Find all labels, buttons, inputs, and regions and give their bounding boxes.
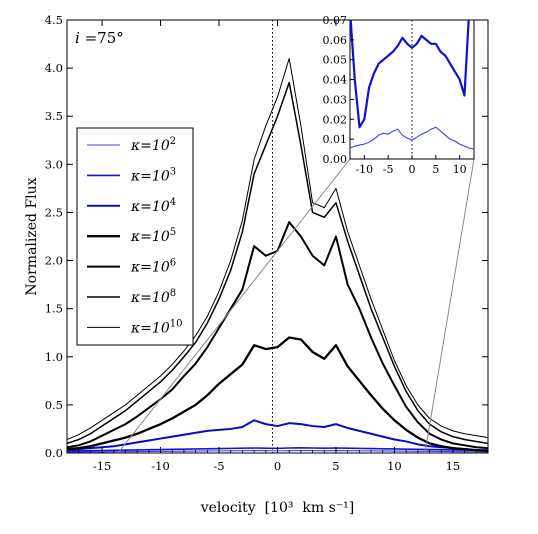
x-tick-label: -5 bbox=[213, 459, 224, 473]
y-tick-label: 1.5 bbox=[45, 302, 63, 316]
series-line-4 bbox=[67, 336, 488, 453]
y-tick-label: 2.5 bbox=[45, 205, 63, 219]
panel-label-var: i bbox=[75, 29, 80, 47]
inset-y-tick-label: 0.04 bbox=[323, 74, 348, 87]
inset-y-tick-label: 0.03 bbox=[323, 93, 348, 106]
inset-series-line-2 bbox=[350, 20, 470, 129]
panel-label-value: =75° bbox=[80, 29, 124, 47]
y-tick-label: 2.0 bbox=[45, 254, 63, 268]
x-axis-title: velocity [10³ km s⁻¹] bbox=[200, 500, 355, 516]
inset-x-tick-label: 5 bbox=[432, 163, 439, 176]
legend: κ=102 κ=103 κ=104 κ=105 κ=106 κ=108 κ=1010 bbox=[76, 127, 194, 346]
series-line-7 bbox=[67, 57, 488, 440]
legend-label: κ=106 bbox=[130, 258, 176, 276]
y-axis-title: Normalized Flux bbox=[24, 177, 40, 295]
x-tick-label: 10 bbox=[387, 459, 402, 473]
inset-connector-right bbox=[424, 158, 475, 454]
x-tick-label: 15 bbox=[446, 459, 461, 473]
inset-x-tick-label: -10 bbox=[355, 163, 373, 176]
inset-y-tick-label: 0.00 bbox=[323, 153, 348, 166]
y-tick-label: 0.0 bbox=[45, 446, 63, 460]
inset-x-tick-label: -5 bbox=[383, 163, 394, 176]
inset-x-tick-label: 0 bbox=[409, 163, 416, 176]
y-tick-label: 4.5 bbox=[45, 13, 63, 27]
x-tick-label: -10 bbox=[151, 459, 170, 473]
x-tick-label: 5 bbox=[332, 459, 339, 473]
y-tick-label: 4.0 bbox=[45, 61, 63, 75]
inset-y-tick-label: 0.07 bbox=[323, 14, 348, 27]
y-axis-ticks: 0.0 0.5 1.0 1.5 2.0 2.5 3.0 3.5 4.0 4.5 bbox=[45, 13, 488, 460]
x-tick-label: -15 bbox=[93, 459, 112, 473]
legend-label: κ=102 bbox=[130, 136, 176, 154]
inset-connector-left bbox=[117, 158, 351, 454]
panel-label: i =75° bbox=[75, 29, 124, 47]
inset-y-tick-label: 0.02 bbox=[323, 113, 348, 126]
inset-y-tick-label: 0.06 bbox=[323, 34, 348, 47]
legend-label: κ=1010 bbox=[130, 318, 182, 336]
series-line-6 bbox=[67, 81, 488, 445]
legend-label: κ=104 bbox=[130, 197, 176, 215]
legend-label: κ=103 bbox=[130, 166, 176, 184]
inset-x-ticks: -10 -5 0 5 10 bbox=[355, 155, 467, 176]
y-tick-label: 0.5 bbox=[45, 398, 63, 412]
series-line-3 bbox=[67, 419, 488, 452]
x-axis-ticks: -15 -10 -5 0 5 10 15 bbox=[66, 20, 489, 473]
y-tick-label: 3.0 bbox=[45, 157, 63, 171]
inset-y-tick-label: 0.05 bbox=[323, 54, 348, 67]
inset-series bbox=[350, 20, 474, 150]
inset-series-line-1 bbox=[350, 126, 474, 150]
legend-label: κ=108 bbox=[130, 288, 176, 306]
x-tick-label: 0 bbox=[274, 459, 281, 473]
inset-y-tick-label: 0.01 bbox=[323, 133, 348, 146]
inset-y-ticks: 0.00 0.01 0.02 0.03 0.04 0.05 0.06 0.07 bbox=[323, 14, 354, 166]
inset-plot: -10 -5 0 5 10 0.000.010.020.030.040.050.060.… bbox=[323, 14, 475, 176]
y-tick-label: 1.0 bbox=[45, 350, 63, 364]
y-tick-label: 3.5 bbox=[45, 109, 63, 123]
legend-label: κ=105 bbox=[130, 227, 176, 245]
inset-x-tick-label: 10 bbox=[453, 163, 467, 176]
